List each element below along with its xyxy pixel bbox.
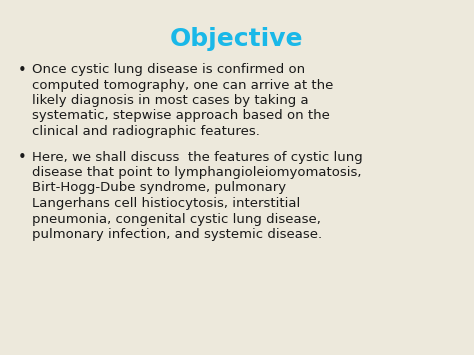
Text: computed tomography, one can arrive at the: computed tomography, one can arrive at t… — [32, 78, 333, 92]
Text: •: • — [18, 151, 27, 165]
Text: pulmonary infection, and systemic disease.: pulmonary infection, and systemic diseas… — [32, 228, 322, 241]
Text: systematic, stepwise approach based on the: systematic, stepwise approach based on t… — [32, 109, 330, 122]
Text: clinical and radiographic features.: clinical and radiographic features. — [32, 125, 260, 138]
Text: Once cystic lung disease is confirmed on: Once cystic lung disease is confirmed on — [32, 63, 305, 76]
Text: likely diagnosis in most cases by taking a: likely diagnosis in most cases by taking… — [32, 94, 309, 107]
Text: disease that point to lymphangioleiomyomatosis,: disease that point to lymphangioleiomyom… — [32, 166, 362, 179]
Text: Birt-Hogg-Dube syndrome, pulmonary: Birt-Hogg-Dube syndrome, pulmonary — [32, 181, 286, 195]
Text: Langerhans cell histiocytosis, interstitial: Langerhans cell histiocytosis, interstit… — [32, 197, 300, 210]
Text: pneumonia, congenital cystic lung disease,: pneumonia, congenital cystic lung diseas… — [32, 213, 321, 225]
Text: Objective: Objective — [170, 27, 304, 51]
Text: •: • — [18, 63, 27, 78]
Text: Here, we shall discuss  the features of cystic lung: Here, we shall discuss the features of c… — [32, 151, 363, 164]
